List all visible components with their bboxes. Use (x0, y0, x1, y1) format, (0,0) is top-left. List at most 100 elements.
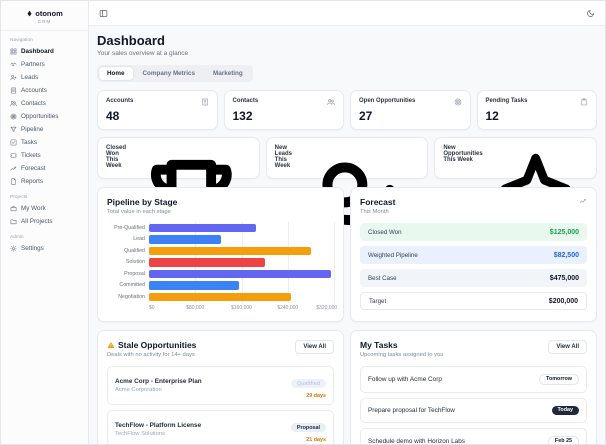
brand: otonom CRM (1, 1, 88, 31)
stage-badge: Proposal (290, 423, 326, 432)
task-schedule-demo-with-horizon-labs[interactable]: Schedule demo with Horizon Labs Feb 25 (360, 427, 587, 445)
chart-category-label: Lead (133, 236, 145, 243)
building-icon (201, 98, 209, 106)
tab-home[interactable]: Home (99, 67, 133, 80)
task-prepare-proposal-for-techflow[interactable]: Prepare proposal for TechFlow Today (360, 397, 587, 423)
dashboard-content: Dashboard Your sales overview at a glanc… (89, 26, 605, 444)
tasks-view-all-button[interactable]: View All (548, 339, 587, 354)
chart-bar-qualified[interactable] (149, 246, 311, 255)
sidebar-item-forecast[interactable]: Forecast (1, 162, 88, 175)
sidebar-item-pipeline[interactable]: Pipeline (1, 123, 88, 136)
stat-card-open-opportunities[interactable]: Open Opportunities 27 (350, 90, 471, 130)
sidebar-section-label: Projects (10, 195, 28, 200)
sidebar-item-label: All Projects (21, 218, 53, 225)
sidebar-item-label: Forecast (21, 165, 46, 172)
file-icon (10, 178, 17, 185)
sidebar-nav: Navigation Dashboard Partners Leads Accounts… (1, 31, 88, 255)
opportunity-name: Acme Corp - Enterprise Plan (115, 377, 202, 385)
chart-bar-committed[interactable] (149, 281, 239, 290)
chart-bar-negotiation[interactable] (149, 292, 291, 301)
week-card-new-opportunities-this-week[interactable]: New Opportunities This Week 5 (434, 137, 597, 265)
sidebar-item-partners[interactable]: Partners (1, 58, 88, 71)
stale-opportunity-acme-corp-enterprise-plan[interactable]: Acme Corp - Enterprise Plan Acme Corpora… (107, 365, 334, 405)
chart-x-tick: $160,000 (231, 304, 252, 311)
handshake-icon (10, 61, 17, 68)
sidebar-item-accounts[interactable]: Accounts (1, 84, 88, 97)
forecast-row-value: $125,000 (549, 228, 579, 236)
sidebar-item-opportunities[interactable]: Opportunities (1, 110, 88, 123)
stat-card-contacts[interactable]: Contacts 132 (223, 90, 344, 130)
gear-icon (10, 245, 17, 252)
stale-opportunity-techflow-platform-license[interactable]: TechFlow - Platform License TechFlow Sol… (107, 409, 334, 444)
stat-label: Contacts (232, 98, 259, 104)
briefcase-icon (10, 205, 17, 212)
due-badge: Today (551, 405, 579, 415)
forecast-row-value: $200,000 (548, 297, 578, 305)
sidebar-item-label: Tasks (21, 139, 38, 146)
task-follow-up-with-acme-corp[interactable]: Follow up with Acme Corp Tomorrow (360, 365, 587, 393)
forecast-row-label: Weighted Pipeline (368, 251, 418, 259)
forecast-title: Forecast (360, 197, 396, 207)
chart-bar-pre-qualified[interactable] (149, 223, 256, 232)
forecast-row-label: Closed Won (368, 228, 402, 236)
sidebar-item-dashboard[interactable]: Dashboard (1, 45, 88, 58)
chart-bar-solution[interactable] (149, 258, 265, 267)
sidebar-item-all-projects[interactable]: All Projects (1, 215, 88, 228)
task-name: Schedule demo with Horizon Labs (368, 437, 465, 445)
stale-days: 21 days (306, 436, 326, 443)
sidebar-item-my-work[interactable]: My Work (1, 202, 88, 215)
forecast-subtitle: This Month (360, 209, 389, 215)
chart-bar-proposal[interactable] (149, 269, 332, 278)
main-area: Dashboard Your sales overview at a glanc… (89, 1, 605, 444)
tab-company-metrics[interactable]: Company Metrics (135, 67, 204, 80)
sidebar-item-leads[interactable]: Leads (1, 71, 88, 84)
users-icon (10, 100, 17, 107)
sidebar-item-label: Leads (21, 74, 39, 81)
stale-view-all-button[interactable]: View All (295, 339, 334, 354)
chart-bar-lead[interactable] (149, 235, 222, 244)
sidebar-item-reports[interactable]: Reports (1, 175, 88, 188)
sidebar-item-settings[interactable]: Settings (1, 242, 88, 255)
chart-category-label: Proposal (124, 270, 145, 277)
building-icon (10, 87, 17, 94)
sidebar-item-label: Opportunities (21, 113, 59, 120)
grid-icon (10, 48, 17, 55)
sidebar-item-label: Pipeline (21, 126, 44, 133)
chart-category-label: Negotiation (118, 293, 145, 300)
forecast-panel: Forecast This Month Closed Won $125,000 … (350, 187, 597, 322)
chart-x-tick: $240,000 (277, 304, 299, 311)
sidebar-item-contacts[interactable]: Contacts (1, 97, 88, 110)
sidebar-section-label: Admin (10, 235, 24, 240)
sidebar: otonom CRM Navigation Dashboard Partners Le… (1, 1, 89, 444)
chart-gridline (287, 222, 289, 303)
sidebar-item-label: Contacts (21, 100, 46, 107)
tab-marketing[interactable]: Marketing (205, 67, 251, 80)
sidebar-item-label: Accounts (21, 87, 47, 94)
stat-value: 132 (232, 109, 253, 123)
theme-toggle-icon[interactable] (586, 9, 595, 18)
stat-card-accounts[interactable]: Accounts 48 (97, 90, 218, 130)
lists-row: Stale Opportunities Deals with no activi… (97, 329, 597, 445)
chart-x-tick: $0 (149, 304, 155, 311)
pipeline-bar-chart: Pre-Qualified Lead Qualified Solution Propos… (107, 222, 337, 313)
stat-label: Open Opportunities (359, 98, 416, 104)
opportunity-company: Acme Corporation (115, 386, 162, 393)
week-card-closed-won-this-week[interactable]: Closed Won This Week $45,000 3 deals (97, 137, 260, 287)
opportunity-company: TechFlow Solutions (115, 430, 165, 437)
tasks-subtitle: Upcoming tasks assigned to you (360, 351, 444, 358)
brand-subtitle: CRM (37, 19, 52, 24)
forecast-row-value: $475,000 (549, 274, 579, 282)
funnel-icon (10, 126, 17, 133)
brand-name: otonom (35, 9, 63, 18)
forecast-row-label: Best Case (368, 274, 397, 282)
due-badge: Tomorrow (539, 373, 579, 385)
sidebar-toggle-icon[interactable] (99, 9, 108, 18)
week-card-new-leads-this-week[interactable]: New Leads This Week 8 (265, 137, 429, 280)
sidebar-section-label: Navigation (10, 38, 33, 43)
stat-value: 12 (485, 109, 499, 123)
brand-logo-icon (26, 10, 33, 17)
stat-card-pending-tasks[interactable]: Pending Tasks 12 (476, 90, 597, 130)
sidebar-item-tickets[interactable]: Tickets (1, 149, 88, 162)
sidebar-item-tasks[interactable]: Tasks (1, 136, 88, 149)
target-icon (454, 98, 462, 106)
